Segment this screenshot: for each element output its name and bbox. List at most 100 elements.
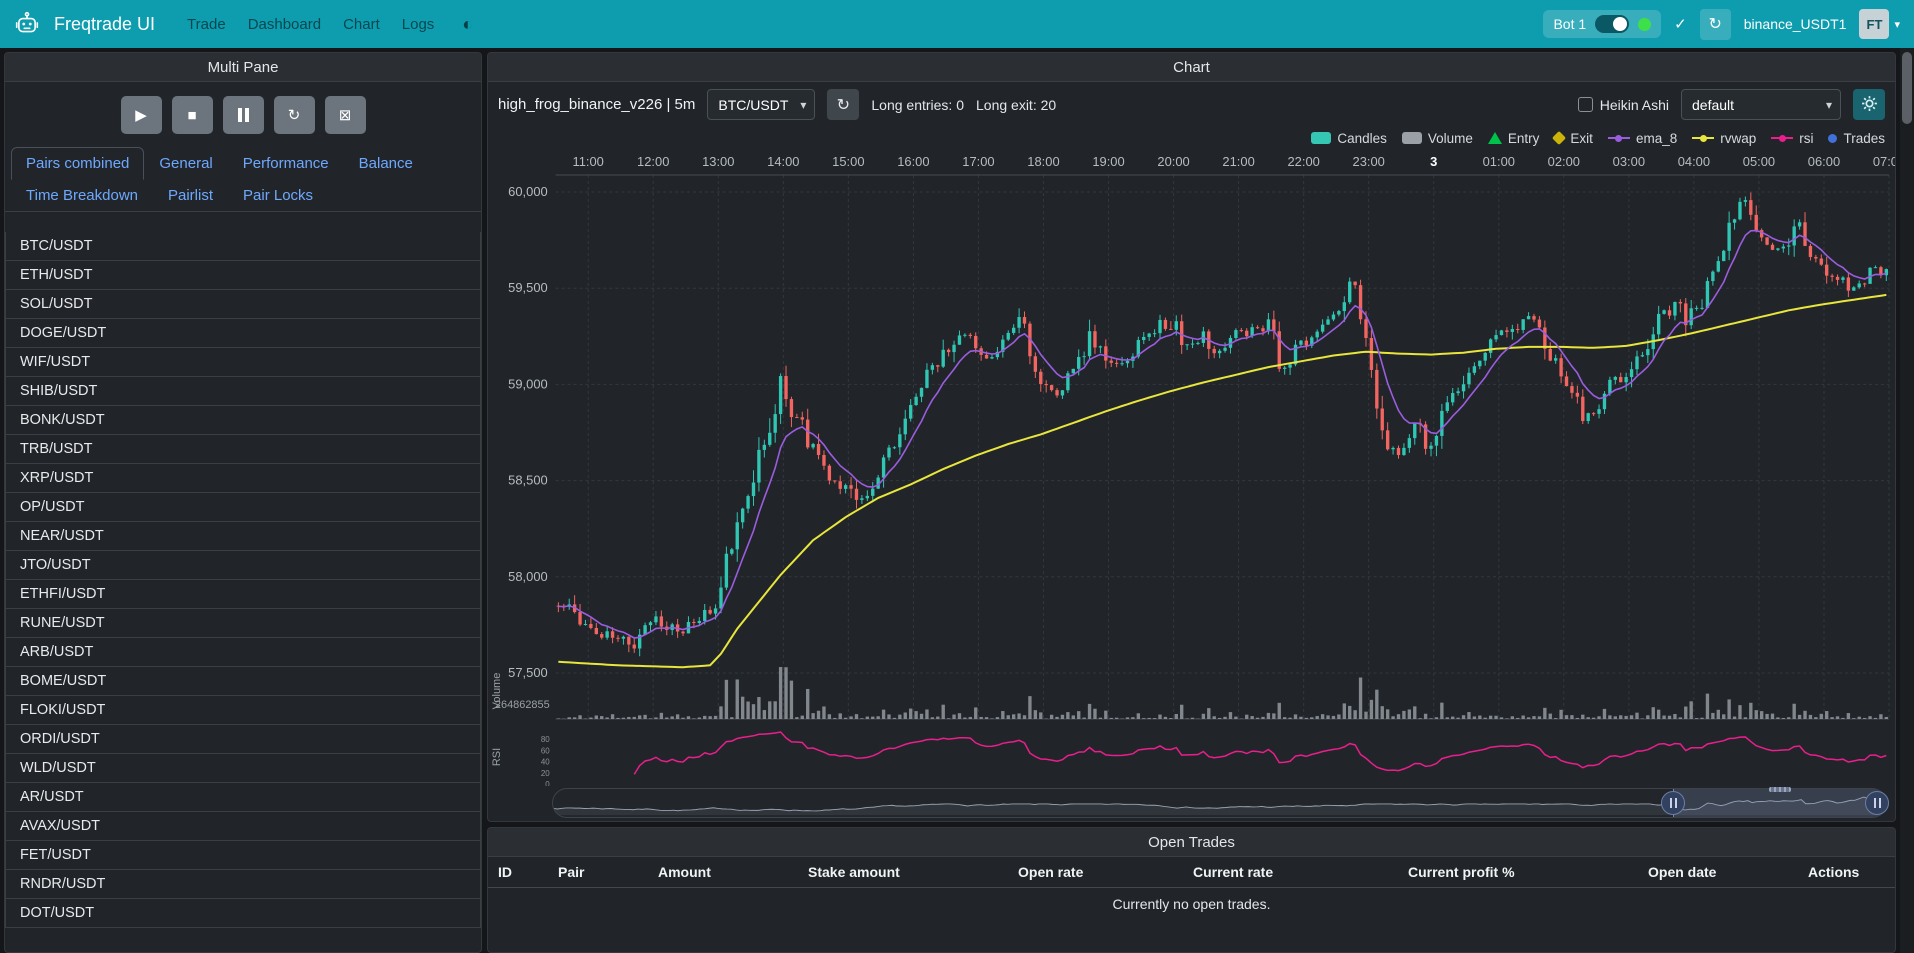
legend-label: ema_8 [1635, 130, 1678, 146]
tab-performance[interactable]: Performance [242, 155, 329, 172]
user-menu[interactable]: FT ▾ [1859, 9, 1900, 39]
datazoom-window[interactable] [1672, 789, 1886, 817]
legend-item-candles[interactable]: Candles [1311, 131, 1387, 146]
pair-item-rndr-usdt[interactable]: RNDR/USDT [5, 869, 481, 899]
svg-text:12:00: 12:00 [637, 154, 669, 169]
pair-item-bome-usdt[interactable]: BOME/USDT [5, 666, 481, 696]
pair-item-xrp-usdt[interactable]: XRP/USDT [5, 463, 481, 493]
svg-text:22:00: 22:00 [1287, 154, 1319, 169]
pair-item-rune-usdt[interactable]: RUNE/USDT [5, 608, 481, 638]
pair-item-doge-usdt[interactable]: DOGE/USDT [5, 318, 481, 348]
navbar-links: Trade Dashboard Chart Logs [177, 10, 444, 39]
heikin-ashi-checkbox[interactable] [1577, 97, 1593, 112]
pair-item-floki-usdt[interactable]: FLOKI/USDT [5, 695, 481, 725]
pair-item-ordi-usdt[interactable]: ORDI/USDT [5, 724, 481, 754]
datazoom-track[interactable] [552, 788, 1887, 818]
pair-item-ar-usdt[interactable]: AR/USDT [5, 782, 481, 812]
pair-item-ethfi-usdt[interactable]: ETHFI/USDT [5, 579, 481, 609]
pair-select[interactable]: BTC/USDT ▾ [707, 89, 816, 120]
pair-item-op-usdt[interactable]: OP/USDT [5, 492, 481, 522]
tab-general[interactable]: General [159, 155, 213, 172]
pair-item-bonk-usdt[interactable]: BONK/USDT [5, 405, 481, 435]
pair-item-eth-usdt[interactable]: ETH/USDT [5, 260, 481, 290]
entry-legend-icon [1487, 132, 1502, 144]
datazoom-left-handle[interactable] [1661, 791, 1686, 815]
bot-toggle[interactable] [1595, 15, 1630, 33]
nav-item-trade[interactable]: Trade [187, 15, 226, 33]
price-chart[interactable]: 60,000 59,500 59,000 58,500 58,000 57,500 11:0… [488, 151, 1895, 786]
pair-item-wld-usdt[interactable]: WLD/USDT [5, 753, 481, 783]
pair-item-avax-usdt[interactable]: AVAX/USDT [5, 811, 481, 841]
plot-config-value: default [1692, 96, 1735, 113]
datazoom-navigator[interactable] [552, 787, 1889, 818]
pair-item-wif-usdt[interactable]: WIF/USDT [5, 347, 481, 377]
rvwap-legend-icon [1692, 134, 1715, 142]
stop-button[interactable]: ■ [171, 96, 213, 134]
legend-label: Entry [1507, 130, 1540, 146]
open-trades-empty-message: Currently no open trades. [1112, 896, 1271, 912]
tab-pair-locks[interactable]: Pair Locks [243, 187, 314, 204]
bot-ok-icon: ✓ [1674, 16, 1687, 33]
legend-item-volume[interactable]: Volume [1401, 131, 1473, 146]
reload-all-button[interactable]: ↻ [273, 96, 315, 134]
plot-settings-button[interactable] [1853, 89, 1885, 120]
datazoom-right-handle[interactable] [1865, 791, 1889, 815]
legend-item-exit[interactable]: Exit [1552, 130, 1593, 146]
discard-charts-button[interactable]: ⊠ [324, 96, 366, 134]
theme-toggle-icon[interactable]: ◐ [462, 13, 474, 34]
plot-config-select[interactable]: default ▾ [1681, 89, 1841, 120]
ema-8-legend-icon [1607, 134, 1630, 142]
legend-item-trades[interactable]: Trades [1828, 131, 1885, 146]
play-button[interactable]: ▶ [120, 96, 162, 134]
discard-chart-icon: ⊠ [338, 107, 352, 124]
svg-text:264862855: 264862855 [495, 699, 550, 711]
open-trades-title: Open Trades [488, 828, 1895, 857]
svg-text:14:00: 14:00 [767, 154, 799, 169]
svg-text:13:00: 13:00 [702, 154, 734, 169]
exit-legend-icon [1552, 130, 1567, 146]
legend-item-ema-8[interactable]: ema_8 [1607, 130, 1678, 146]
column-header-pair: Pair [558, 864, 585, 880]
pair-item-near-usdt[interactable]: NEAR/USDT [5, 521, 481, 551]
tab-balance[interactable]: Balance [358, 155, 413, 172]
legend-item-rvwap[interactable]: rvwap [1692, 131, 1756, 146]
exchange-account-label[interactable]: binance_USDT1 [1743, 16, 1847, 32]
page-scrollbar[interactable] [1900, 48, 1914, 953]
pair-select-value: BTC/USDT [718, 96, 789, 113]
legend-item-entry[interactable]: Entry [1487, 130, 1540, 146]
heikin-ashi-control[interactable]: Heikin Ashi [1577, 97, 1669, 113]
open-trades-header-row: ID Pair Amount Stake amount Open rate Current… [488, 857, 1895, 888]
svg-text:20:00: 20:00 [1157, 154, 1189, 169]
tab-time-breakdown[interactable]: Time Breakdown [26, 187, 138, 204]
pair-item-btc-usdt[interactable]: BTC/USDT [5, 232, 481, 261]
legend-item-rsi[interactable]: rsi [1771, 131, 1813, 146]
nav-item-chart[interactable]: Chart [343, 15, 380, 33]
tab-pairs-combined[interactable]: Pairs combined [11, 147, 145, 180]
bot-selector[interactable]: Bot 1 [1543, 10, 1662, 38]
pair-item-shib-usdt[interactable]: SHIB/USDT [5, 376, 481, 406]
pair-item-trb-usdt[interactable]: TRB/USDT [5, 434, 481, 464]
chart-controls: high_frog_binance_v226 | 5m BTC/USDT ▾ ↻… [488, 82, 1895, 127]
pair-item-jto-usdt[interactable]: JTO/USDT [5, 550, 481, 580]
nav-item-logs[interactable]: Logs [401, 15, 435, 33]
svg-text:20: 20 [541, 769, 550, 778]
candles-legend-icon [1311, 132, 1332, 144]
svg-text:60,000: 60,000 [508, 184, 548, 199]
pair-item-dot-usdt[interactable]: DOT/USDT [5, 898, 481, 928]
pair-item-fet-usdt[interactable]: FET/USDT [5, 840, 481, 870]
pair-item-arb-usdt[interactable]: ARB/USDT [5, 637, 481, 667]
scrollbar-thumb[interactable] [1902, 52, 1912, 124]
pair-item-sol-usdt[interactable]: SOL/USDT [5, 289, 481, 319]
chart-panel-title: Chart [488, 53, 1895, 82]
datazoom-move-handle[interactable] [1769, 787, 1792, 792]
stop-icon: ■ [187, 106, 197, 124]
column-header-current-rate: Current rate [1193, 864, 1274, 880]
svg-text:80: 80 [541, 735, 550, 744]
tab-pairlist[interactable]: Pairlist [168, 187, 214, 204]
pause-button[interactable] [222, 96, 264, 134]
nav-item-dashboard[interactable]: Dashboard [247, 15, 322, 33]
refresh-chart-button[interactable]: ↻ [827, 89, 860, 120]
reload-bot-button[interactable]: ↻ [1699, 8, 1731, 40]
reload-icon: ↻ [1708, 16, 1722, 33]
top-navbar: Freqtrade UI Trade Dashboard Chart Logs ◐ B… [0, 0, 1914, 48]
